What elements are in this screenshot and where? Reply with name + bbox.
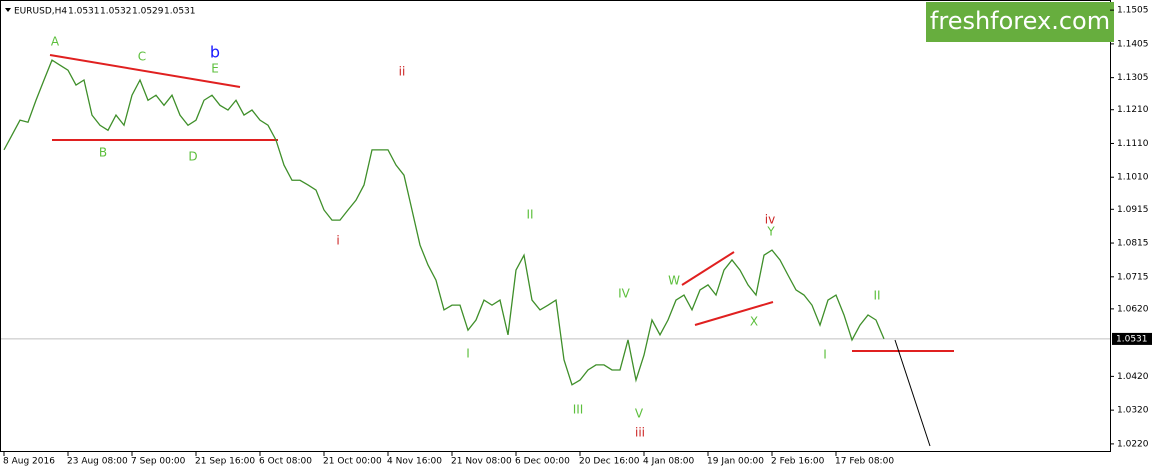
watermark-text: freshforex.com [930, 7, 1110, 35]
wave-label: III [573, 403, 584, 417]
wave-label: X [750, 315, 758, 329]
dropdown-icon [5, 8, 11, 12]
x-tick-label: 21 Oct 00:00 [323, 457, 382, 467]
x-tick-label: 17 Feb 08:00 [835, 457, 894, 467]
plot-frame [0, 0, 1111, 452]
wave-label: Y [766, 225, 775, 239]
wave-label: A [51, 35, 60, 49]
watermark: freshforex.com [926, 2, 1114, 42]
price-line [3, 59, 885, 386]
current-price-box [1112, 332, 1152, 345]
wave-label: C [138, 50, 146, 64]
wave-label: I [823, 348, 827, 362]
y-tick-label: 1.0815 [1117, 239, 1149, 249]
y-tick-label: 1.0220 [1117, 439, 1149, 449]
x-tick-label: 20 Dec 16:00 [579, 457, 640, 467]
x-tick-label: 4 Jan 08:00 [643, 457, 695, 467]
x-tick-label: 21 Sep 16:00 [195, 457, 255, 467]
y-tick-label: 1.1110 [1117, 139, 1149, 149]
y-tick-label: 1.0715 [1117, 272, 1149, 282]
y-tick-label: 1.0320 [1117, 406, 1149, 416]
y-tick-label: 1.1010 [1117, 173, 1149, 183]
open: 1.0531 [68, 7, 100, 17]
symbol: EURUSD,H4 [14, 7, 67, 17]
trend-lines [49, 54, 954, 352]
x-tick-label: 4 Nov 16:00 [387, 457, 442, 467]
wave-label: II [526, 208, 533, 222]
wave-label: B [99, 146, 107, 160]
wave-label: i [336, 234, 339, 248]
x-tick-label: 23 Aug 08:00 [67, 457, 128, 467]
x-tick-label: 6 Dec 00:00 [515, 457, 570, 467]
x-tick-label: 6 Oct 08:00 [259, 457, 312, 467]
x-tick-label: 2 Feb 16:00 [771, 457, 825, 467]
x-tick-label: 7 Sep 00:00 [131, 457, 186, 467]
wave-label: ii [399, 65, 406, 79]
x-tick-label: 21 Nov 08:00 [451, 457, 512, 467]
low: 1.0529 [132, 7, 164, 17]
wave-label: V [635, 407, 644, 421]
close: 1.0531 [164, 7, 196, 17]
x-tick-label: 19 Jan 00:00 [707, 457, 764, 467]
wave-label: II [873, 289, 880, 303]
wave-label: b [210, 43, 220, 62]
y-tick-label: 1.0620 [1117, 304, 1149, 314]
y-tick-label: 1.1305 [1117, 73, 1149, 83]
wave-label: W [668, 274, 680, 288]
wave-label: IV [618, 287, 631, 301]
projection-arrow [894, 339, 931, 447]
y-tick-label: 1.1405 [1117, 39, 1149, 49]
trend-line [694, 301, 774, 326]
wave-label: E [211, 62, 219, 76]
y-tick-label: 1.1505 [1117, 6, 1149, 16]
wave-label: I [466, 347, 470, 361]
header: EURUSD,H4 1.0531 1.0532 1.0529 1.0531 [5, 7, 196, 17]
current-price-label: 1.0531 [1116, 334, 1148, 344]
y-tick-label: 1.1210 [1117, 105, 1149, 115]
trend-line [49, 54, 241, 88]
high: 1.0532 [100, 7, 132, 17]
y-tick-label: 1.0915 [1117, 205, 1149, 215]
y-tick-label: 1.0420 [1117, 372, 1149, 382]
wave-label: D [188, 150, 197, 164]
watermark-box [926, 2, 1114, 42]
wave-label: iv [765, 213, 775, 227]
x-tick-label: 8 Aug 2016 [3, 457, 55, 467]
wave-label: iii [635, 426, 645, 440]
trend-line [681, 251, 735, 286]
